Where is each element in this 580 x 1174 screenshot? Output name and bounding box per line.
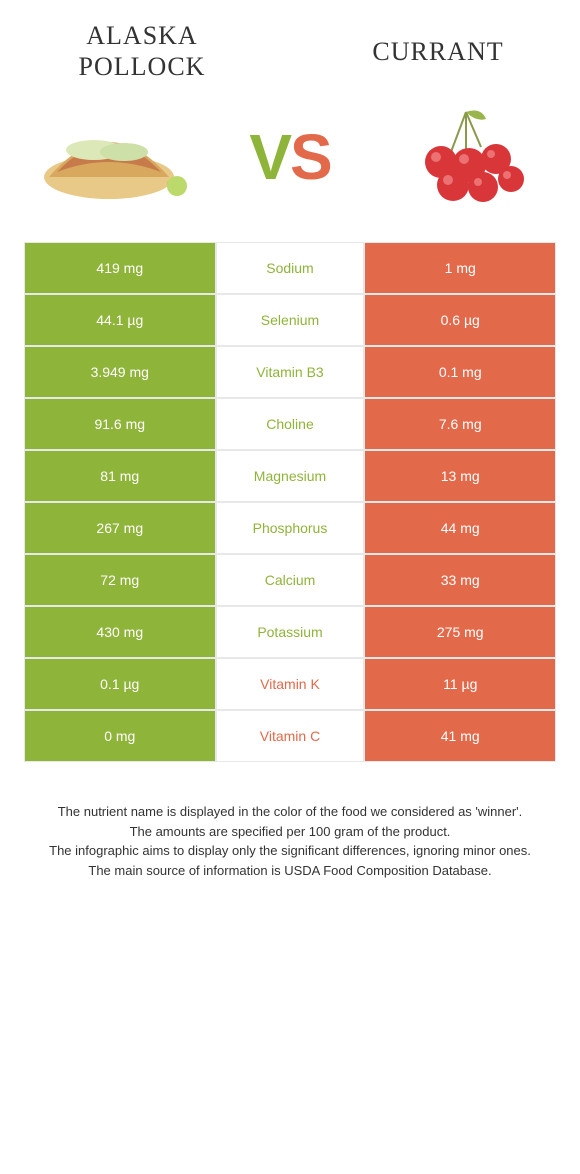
right-food-image [386, 102, 546, 212]
right-value-cell: 1 mg [364, 242, 556, 294]
table-row: 0 mgVitamin C41 mg [24, 710, 556, 762]
titles-row: ALASKA POLLOCK CURRANT [24, 20, 556, 82]
left-value-cell: 91.6 mg [24, 398, 216, 450]
left-value-cell: 0 mg [24, 710, 216, 762]
left-title-line2: POLLOCK [79, 52, 206, 81]
left-food-title: ALASKA POLLOCK [24, 20, 260, 82]
nutrient-name-cell: Potassium [216, 606, 365, 658]
left-value-cell: 0.1 µg [24, 658, 216, 710]
nutrient-name-cell: Magnesium [216, 450, 365, 502]
footer-line: The amounts are specified per 100 gram o… [24, 822, 556, 842]
left-title-line1: ALASKA [86, 21, 197, 50]
currant-icon [391, 107, 541, 207]
nutrient-name-cell: Vitamin B3 [216, 346, 365, 398]
footer-line: The main source of information is USDA F… [24, 861, 556, 881]
table-row: 72 mgCalcium33 mg [24, 554, 556, 606]
right-value-cell: 7.6 mg [364, 398, 556, 450]
nutrient-table: 419 mgSodium1 mg44.1 µgSelenium0.6 µg3.9… [24, 242, 556, 762]
nutrient-name-cell: Sodium [216, 242, 365, 294]
left-value-cell: 44.1 µg [24, 294, 216, 346]
table-row: 91.6 mgCholine7.6 mg [24, 398, 556, 450]
images-row: VS [24, 102, 556, 212]
table-row: 267 mgPhosphorus44 mg [24, 502, 556, 554]
table-row: 0.1 µgVitamin K11 µg [24, 658, 556, 710]
nutrient-name-cell: Phosphorus [216, 502, 365, 554]
right-value-cell: 11 µg [364, 658, 556, 710]
nutrient-name-cell: Selenium [216, 294, 365, 346]
vs-label: VS [249, 120, 330, 194]
table-row: 81 mgMagnesium13 mg [24, 450, 556, 502]
right-value-cell: 44 mg [364, 502, 556, 554]
infographic-container: ALASKA POLLOCK CURRANT VS [0, 0, 580, 900]
right-value-cell: 13 mg [364, 450, 556, 502]
nutrient-name-cell: Choline [216, 398, 365, 450]
footer-notes: The nutrient name is displayed in the co… [24, 802, 556, 880]
right-value-cell: 33 mg [364, 554, 556, 606]
right-title-line1: CURRANT [372, 37, 503, 66]
left-value-cell: 72 mg [24, 554, 216, 606]
left-value-cell: 430 mg [24, 606, 216, 658]
nutrient-name-cell: Vitamin K [216, 658, 365, 710]
left-value-cell: 267 mg [24, 502, 216, 554]
nutrient-name-cell: Calcium [216, 554, 365, 606]
footer-line: The nutrient name is displayed in the co… [24, 802, 556, 822]
table-row: 419 mgSodium1 mg [24, 242, 556, 294]
right-value-cell: 275 mg [364, 606, 556, 658]
right-value-cell: 0.1 mg [364, 346, 556, 398]
vs-s-letter: S [290, 120, 331, 194]
right-food-title: CURRANT [320, 36, 556, 67]
table-row: 44.1 µgSelenium0.6 µg [24, 294, 556, 346]
table-row: 3.949 mgVitamin B30.1 mg [24, 346, 556, 398]
vs-v-letter: V [249, 120, 290, 194]
taco-icon [39, 112, 189, 202]
table-row: 430 mgPotassium275 mg [24, 606, 556, 658]
left-value-cell: 3.949 mg [24, 346, 216, 398]
right-value-cell: 41 mg [364, 710, 556, 762]
left-value-cell: 419 mg [24, 242, 216, 294]
nutrient-name-cell: Vitamin C [216, 710, 365, 762]
left-food-image [34, 102, 194, 212]
footer-line: The infographic aims to display only the… [24, 841, 556, 861]
left-value-cell: 81 mg [24, 450, 216, 502]
right-value-cell: 0.6 µg [364, 294, 556, 346]
